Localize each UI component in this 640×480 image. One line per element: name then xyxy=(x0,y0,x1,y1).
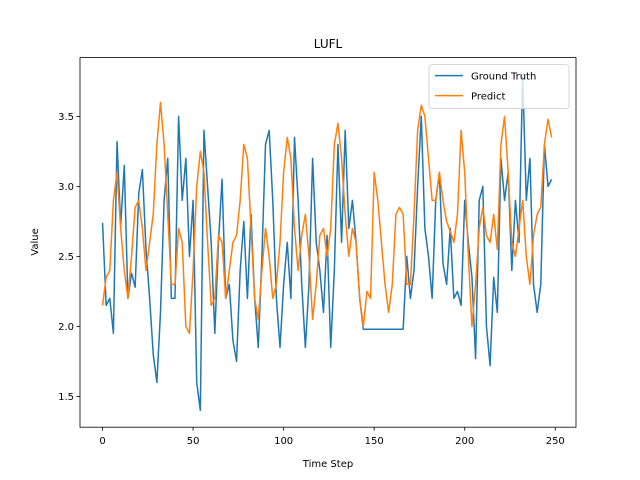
series-line xyxy=(101,73,553,412)
x-tick-label: 150 xyxy=(365,436,384,447)
legend-label: Ground Truth xyxy=(471,72,536,83)
x-tick-label: 50 xyxy=(187,436,200,447)
x-tick-label: 200 xyxy=(455,436,474,447)
series-line xyxy=(101,101,553,335)
legend-box xyxy=(428,64,570,109)
chart-title: LUFL xyxy=(314,37,343,51)
y-tick-label: 2.5 xyxy=(58,252,74,263)
plot-frame xyxy=(79,57,577,428)
x-axis-label: Time Step xyxy=(302,459,353,470)
legend-label: Predict xyxy=(471,92,506,103)
y-tick-label: 1.5 xyxy=(58,392,74,403)
y-tick-label: 2.0 xyxy=(58,322,74,333)
x-tick-label: 100 xyxy=(274,436,293,447)
x-tick-label: 0 xyxy=(99,436,105,447)
x-tick-label: 250 xyxy=(546,436,565,447)
y-tick-label: 3.5 xyxy=(58,112,74,123)
y-axis-label: Value xyxy=(30,228,41,255)
y-tick-label: 3.0 xyxy=(58,182,74,193)
